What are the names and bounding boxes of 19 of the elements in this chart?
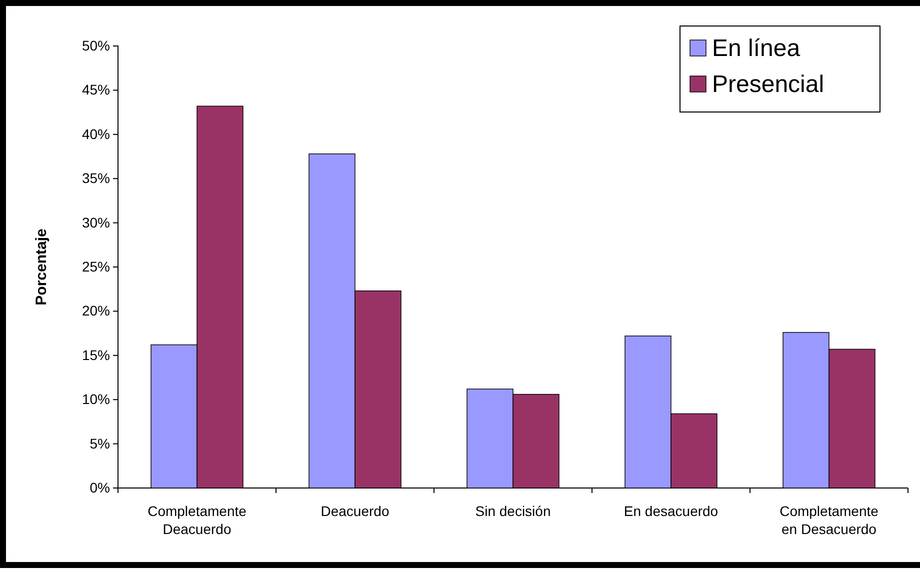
y-tick-label: 30% <box>82 214 110 230</box>
legend-label: En línea <box>712 35 801 62</box>
y-tick-label: 45% <box>82 82 110 98</box>
legend-label: Presencial <box>712 71 824 98</box>
y-tick-label: 35% <box>82 170 110 186</box>
x-tick-label: Completamente Deacuerdo <box>148 503 247 537</box>
y-axis-title: Porcentaje <box>33 228 50 306</box>
y-tick-label: 10% <box>82 391 110 408</box>
y-tick-label: 20% <box>82 302 110 319</box>
y-tick-label: 5% <box>90 435 110 452</box>
x-tick-label: En desacuerdo <box>624 503 718 519</box>
y-tick-label: 15% <box>82 346 110 363</box>
x-tick-label: Deacuerdo <box>320 503 390 519</box>
x-tick-label: Completamente en Desacuerdo <box>780 503 879 537</box>
y-tick-label: 50% <box>82 37 110 54</box>
y-tick-label: 25% <box>82 258 110 274</box>
x-tick-label: Sin decisión <box>475 503 551 519</box>
y-tick-label: 0% <box>90 479 110 496</box>
y-tick-label: 40% <box>82 126 110 142</box>
